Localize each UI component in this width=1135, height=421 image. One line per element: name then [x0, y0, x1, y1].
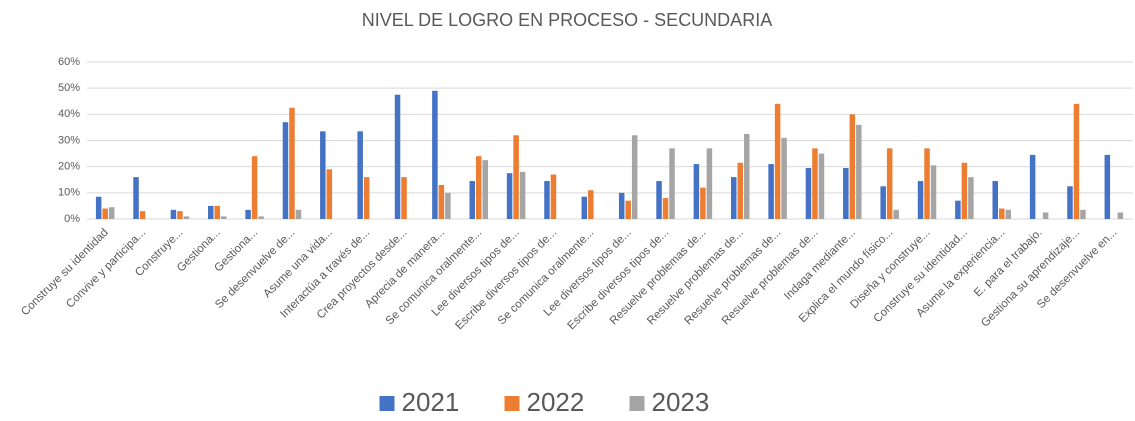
bar [930, 165, 937, 219]
bar [363, 177, 370, 219]
bar [245, 209, 251, 219]
bar [992, 181, 998, 219]
bar [968, 177, 974, 219]
bar [289, 107, 295, 219]
legend-label: 2022 [527, 387, 585, 416]
chart-title: NIVEL DE LOGRO EN PROCESO - SECUNDARIA [362, 10, 772, 30]
legend-swatch [504, 396, 520, 411]
bar [662, 198, 669, 219]
bar [618, 192, 625, 219]
bar [550, 174, 557, 219]
bar [693, 164, 700, 219]
bar [102, 208, 108, 219]
bar [519, 171, 526, 219]
legend-label: 2023 [652, 387, 710, 416]
bar [581, 196, 588, 219]
bar [1067, 186, 1073, 219]
bar [214, 205, 220, 219]
legend-swatch [379, 396, 395, 411]
y-tick-label: 0% [64, 213, 80, 225]
bar [656, 181, 662, 219]
bar [282, 122, 289, 219]
bar [669, 148, 675, 219]
bar [320, 131, 326, 219]
bar [805, 167, 812, 219]
bar [917, 181, 924, 219]
y-tick-label: 10% [58, 187, 80, 199]
y-tick-label: 40% [58, 108, 80, 120]
legend-swatch [629, 396, 645, 411]
bar [221, 216, 227, 219]
bar [849, 114, 856, 219]
bar [625, 200, 631, 219]
bar [700, 187, 706, 219]
bar [812, 148, 818, 219]
bar [818, 153, 825, 219]
bar [506, 173, 513, 219]
bar [856, 124, 862, 219]
bar [394, 94, 401, 219]
bar [1073, 103, 1080, 219]
bar [999, 208, 1005, 219]
bar [731, 177, 737, 219]
bar [326, 169, 333, 219]
x-tick-label: E. para el trabajo. [972, 227, 1045, 300]
y-tick-label: 30% [58, 134, 80, 146]
bar [432, 90, 438, 220]
bar [1117, 212, 1124, 219]
x-tick-label: Asume una vida... [261, 227, 335, 301]
bar [706, 148, 713, 219]
bar [1042, 212, 1049, 219]
x-tick-label: Indaga mediante... [782, 227, 858, 303]
bar [95, 196, 102, 219]
bar [843, 167, 849, 219]
y-tick-label: 50% [58, 82, 80, 94]
bar [469, 181, 475, 219]
bar [177, 211, 183, 219]
bar [133, 177, 139, 219]
bar [886, 148, 893, 219]
bar [893, 209, 899, 219]
bar [170, 209, 177, 219]
bar [774, 103, 781, 219]
bar [1029, 154, 1036, 219]
bar [251, 156, 258, 219]
bar [924, 148, 930, 219]
bar [258, 216, 264, 219]
bar [139, 211, 146, 219]
bar [781, 137, 787, 219]
legend-label: 2021 [402, 387, 460, 416]
bar [631, 135, 638, 219]
bar [768, 164, 774, 219]
bar [955, 200, 961, 219]
bar [588, 190, 594, 219]
bar [513, 135, 519, 219]
bar [357, 131, 363, 219]
y-tick-label: 60% [58, 56, 80, 68]
bar [961, 162, 968, 219]
bar [438, 184, 445, 219]
bar [476, 156, 482, 219]
bar [1104, 154, 1111, 219]
bar [482, 160, 488, 219]
bar [445, 192, 451, 219]
bar [295, 209, 302, 219]
bar [737, 162, 743, 219]
bar [401, 177, 407, 219]
bar [108, 207, 115, 219]
bar [208, 205, 214, 219]
bar [744, 133, 750, 219]
bar [880, 186, 886, 219]
bar [544, 181, 550, 219]
y-tick-label: 20% [58, 161, 80, 173]
bar [183, 216, 190, 219]
bar [1080, 209, 1086, 219]
bar [1005, 209, 1011, 219]
